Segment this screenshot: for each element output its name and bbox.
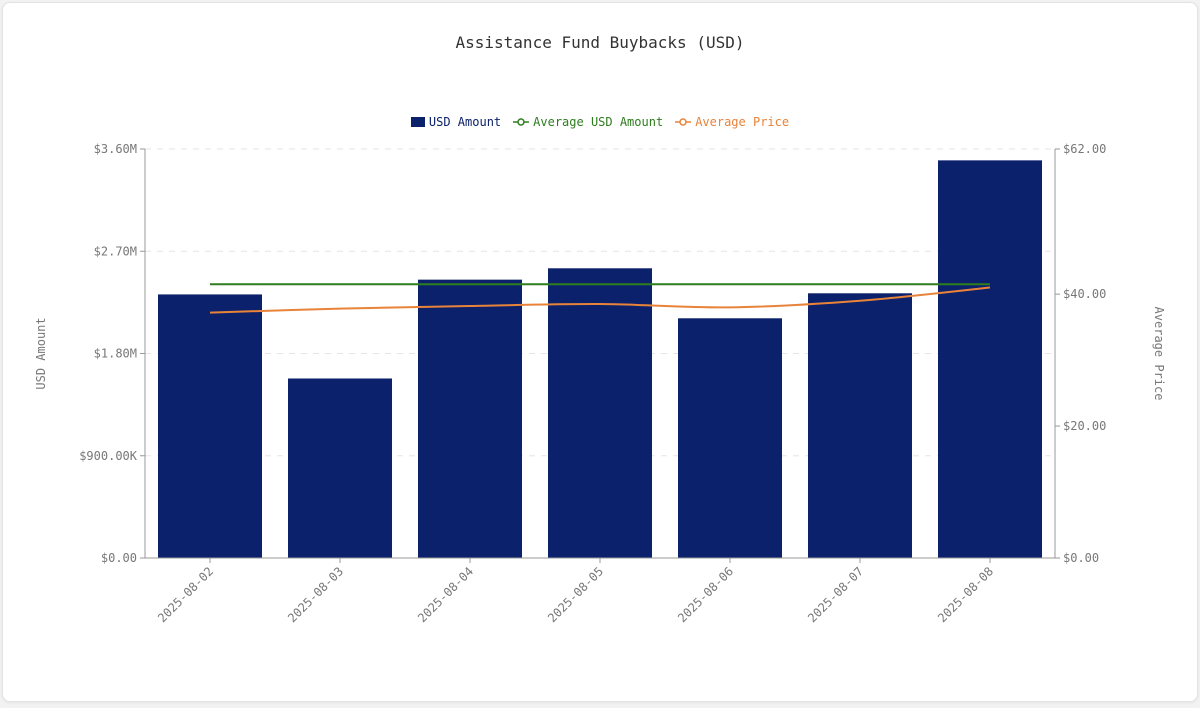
x-tick-label: 2025-08-07 bbox=[805, 564, 866, 625]
x-tick-label: 2025-08-02 bbox=[155, 564, 216, 625]
legend-swatch-average-price bbox=[675, 118, 692, 126]
y2-tick-label: $0.00 bbox=[1063, 551, 1099, 565]
bar-2025-08-04 bbox=[418, 279, 522, 558]
y-tick-label: $3.60M bbox=[94, 142, 137, 156]
bar-2025-08-02 bbox=[158, 294, 262, 558]
line-average-price bbox=[209, 286, 991, 314]
x-tick-label: 2025-08-03 bbox=[285, 564, 346, 625]
legend-swatch-usd-amount bbox=[410, 117, 425, 127]
bar-2025-08-05 bbox=[548, 268, 652, 558]
legend-swatch-average-usd-amount bbox=[513, 118, 530, 126]
y-tick-label: $1.80M bbox=[94, 347, 137, 361]
chart-title: Assistance Fund Buybacks (USD) bbox=[455, 33, 745, 52]
y2-tick-label: $62.00 bbox=[1063, 142, 1106, 156]
bar-2025-08-06 bbox=[678, 318, 782, 558]
chart-legend: USD Amount Average USD Amount Average Pr… bbox=[3, 115, 1197, 129]
legend-item-average-price[interactable]: Average Price bbox=[675, 115, 789, 129]
bar-2025-08-08 bbox=[938, 160, 1042, 558]
bar-2025-08-07 bbox=[808, 293, 912, 558]
legend-label-usd-amount: USD Amount bbox=[428, 115, 502, 129]
y-tick-label: $0.00 bbox=[101, 551, 137, 565]
x-tick-label: 2025-08-06 bbox=[675, 564, 736, 625]
chart-plot: $0.00 $900.00K $1.80M $2.70M $3.60M $0.00 $20.… bbox=[34, 142, 1166, 625]
x-tick-label: 2025-08-08 bbox=[935, 564, 996, 625]
legend-item-usd-amount[interactable]: USD Amount bbox=[410, 115, 502, 129]
y2-tick-label: $40.00 bbox=[1063, 287, 1106, 301]
y-tick-label: $2.70M bbox=[94, 244, 137, 258]
y-tick-label: $900.00K bbox=[79, 449, 138, 463]
y-axis-title: USD Amount bbox=[34, 317, 48, 389]
legend-label-average-price: Average Price bbox=[695, 115, 790, 129]
legend-item-average-usd-amount[interactable]: Average USD Amount bbox=[513, 115, 663, 129]
x-tick-label: 2025-08-04 bbox=[415, 564, 476, 625]
legend-label-average-usd-amount: Average USD Amount bbox=[533, 115, 664, 129]
y2-axis-title: Average Price bbox=[1152, 307, 1166, 401]
y2-tick-label: $20.00 bbox=[1063, 419, 1106, 433]
x-tick-label: 2025-08-05 bbox=[545, 564, 606, 625]
bar-2025-08-03 bbox=[288, 378, 392, 558]
